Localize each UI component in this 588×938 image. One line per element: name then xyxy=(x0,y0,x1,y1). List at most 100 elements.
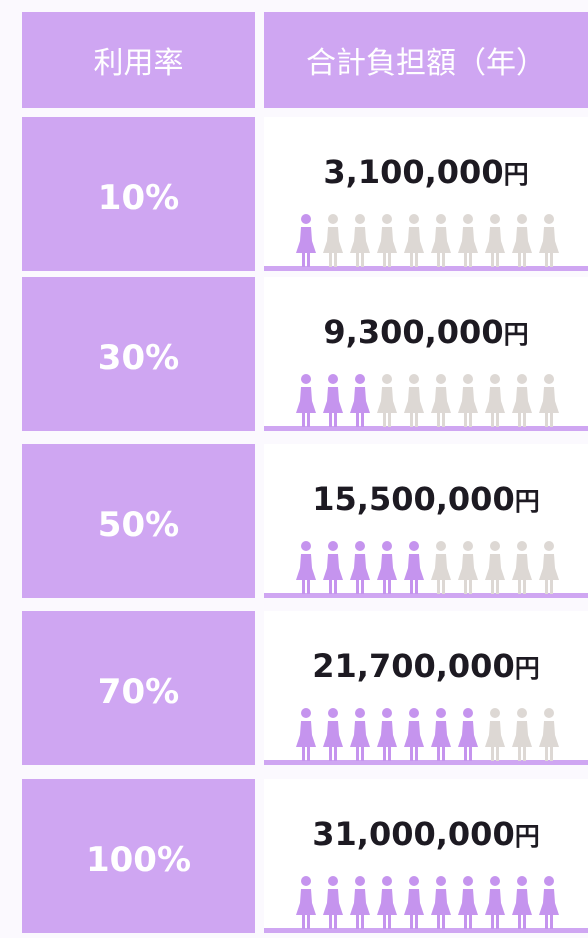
person-icon xyxy=(323,214,343,267)
person-icon xyxy=(431,374,451,427)
icon-head xyxy=(409,708,419,718)
icon-body xyxy=(296,387,316,427)
icon-body xyxy=(404,889,424,929)
icon-head xyxy=(436,708,446,718)
person-icon xyxy=(458,214,478,267)
icon-body xyxy=(296,889,316,929)
icon-body xyxy=(485,387,505,427)
person-icon xyxy=(350,214,370,267)
icon-head xyxy=(544,374,554,384)
icon-body xyxy=(350,721,370,761)
icon-head xyxy=(328,214,338,224)
icon-head xyxy=(328,708,338,718)
icon-body xyxy=(323,554,343,594)
amount-value: 31,000,000 xyxy=(312,815,515,853)
icon-body xyxy=(512,387,532,427)
rate-cell: 30% xyxy=(22,277,255,431)
amount-unit: 円 xyxy=(503,320,529,349)
person-icon xyxy=(485,541,505,594)
icon-body xyxy=(431,889,451,929)
header-amount: 合計負担額（年） xyxy=(264,12,588,108)
icon-body xyxy=(296,721,316,761)
person-icon xyxy=(377,541,397,594)
person-icon xyxy=(350,541,370,594)
person-icon xyxy=(350,374,370,427)
icon-body xyxy=(377,721,397,761)
icon-head xyxy=(409,876,419,886)
amount-cell: 21,700,000円 xyxy=(264,611,588,765)
person-icon xyxy=(377,876,397,929)
icon-body xyxy=(404,387,424,427)
icon-head xyxy=(517,541,527,551)
icon-body xyxy=(512,889,532,929)
person-icon xyxy=(431,214,451,267)
amount-cell: 9,300,000円 xyxy=(264,277,588,431)
person-icon xyxy=(431,876,451,929)
icon-head xyxy=(301,708,311,718)
icon-head xyxy=(544,876,554,886)
amount-cell: 31,000,000円 xyxy=(264,779,588,933)
icon-body xyxy=(431,721,451,761)
amount-value: 15,500,000 xyxy=(312,480,515,518)
icon-head xyxy=(436,374,446,384)
amount-unit: 円 xyxy=(503,160,529,189)
person-icon xyxy=(296,876,316,929)
icon-body xyxy=(539,554,559,594)
icon-head xyxy=(436,214,446,224)
person-icon xyxy=(377,374,397,427)
amount: 9,300,000円 xyxy=(264,313,588,351)
person-icon xyxy=(458,374,478,427)
icon-head xyxy=(490,708,500,718)
icon-body xyxy=(404,554,424,594)
icon-head xyxy=(355,708,365,718)
icon-head xyxy=(355,541,365,551)
person-icon xyxy=(404,541,424,594)
amount: 3,100,000円 xyxy=(264,153,588,191)
person-icon xyxy=(458,541,478,594)
icon-head xyxy=(301,541,311,551)
icon-head xyxy=(463,374,473,384)
icon-body xyxy=(323,721,343,761)
person-icon xyxy=(458,876,478,929)
icon-body xyxy=(458,889,478,929)
person-icon xyxy=(323,374,343,427)
icon-head xyxy=(382,708,392,718)
icon-head xyxy=(463,541,473,551)
person-icon xyxy=(539,214,559,267)
icon-body xyxy=(485,554,505,594)
icon-head xyxy=(490,541,500,551)
icon-body xyxy=(377,227,397,267)
person-icon xyxy=(512,214,532,267)
icon-body xyxy=(404,227,424,267)
icon-head xyxy=(517,214,527,224)
icon-body xyxy=(323,387,343,427)
person-icon xyxy=(512,876,532,929)
icon-body xyxy=(512,721,532,761)
icon-body xyxy=(539,889,559,929)
icon-body xyxy=(296,554,316,594)
person-icon xyxy=(377,708,397,761)
icon-body xyxy=(431,387,451,427)
icon-head xyxy=(517,708,527,718)
amount: 15,500,000円 xyxy=(264,480,588,518)
icon-head xyxy=(517,374,527,384)
icon-body xyxy=(539,721,559,761)
person-icon xyxy=(539,374,559,427)
person-icon xyxy=(431,708,451,761)
icon-body xyxy=(485,227,505,267)
icon-body xyxy=(512,554,532,594)
icon-body xyxy=(458,387,478,427)
person-icon xyxy=(323,876,343,929)
icon-head xyxy=(544,541,554,551)
icons xyxy=(296,214,559,267)
icon-body xyxy=(296,227,316,267)
person-icon xyxy=(296,374,316,427)
person-icon xyxy=(323,708,343,761)
icon-head xyxy=(355,876,365,886)
person-icon xyxy=(512,374,532,427)
icon-head xyxy=(382,541,392,551)
rate-cell: 10% xyxy=(22,117,255,271)
person-icon xyxy=(485,876,505,929)
icon-head xyxy=(301,374,311,384)
person-icon xyxy=(296,214,316,267)
